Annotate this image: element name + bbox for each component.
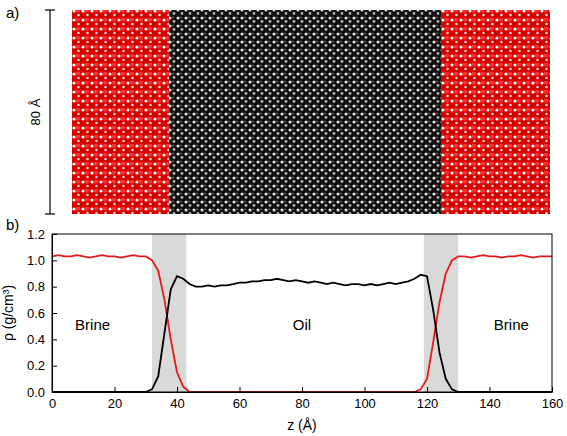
- y-tick: 0.4: [27, 332, 57, 347]
- y-axis-title: ρ (g/cm³): [0, 285, 16, 341]
- y-tick: 1.2: [27, 227, 57, 242]
- y-tick: 0.0: [27, 385, 57, 400]
- x-tick-mark: [552, 387, 553, 392]
- y-axis: 0.0 0.2 0.4 0.6 0.8 1.0 1.2: [27, 227, 57, 400]
- y-tick-label: 0.0: [27, 385, 45, 400]
- x-tick: 160: [542, 387, 564, 411]
- y-tick: 0.8: [27, 279, 57, 294]
- x-tick-mark: [302, 387, 303, 392]
- x-tick-label: 160: [542, 396, 564, 411]
- x-tick: 40: [170, 387, 184, 411]
- density-line: [52, 275, 552, 392]
- x-axis: 0 20 40 60 80 100 120 140 160: [49, 387, 563, 411]
- x-axis-line: [53, 392, 553, 393]
- panel-label: a): [6, 4, 19, 21]
- x-tick: 60: [233, 387, 247, 411]
- panel-label: b): [6, 216, 19, 233]
- y-tick-label: 0.4: [27, 332, 45, 347]
- x-tick: 20: [108, 387, 122, 411]
- interface-band: [152, 234, 186, 392]
- x-tick-label: 100: [354, 396, 376, 411]
- x-tick-mark: [365, 387, 366, 392]
- x-tick-label: 140: [479, 396, 501, 411]
- x-tick-label: 60: [233, 396, 247, 411]
- y-tick-mark: [52, 313, 57, 314]
- y-tick-mark: [52, 339, 57, 340]
- x-tick-mark: [490, 387, 491, 392]
- snapshot: [72, 10, 550, 214]
- region-label: Brine: [75, 316, 110, 333]
- density-line: [52, 255, 552, 392]
- x-tick-label: 0: [49, 396, 56, 411]
- y-tick-label: 1.0: [27, 253, 45, 268]
- x-tick: 80: [295, 387, 309, 411]
- x-tick-mark: [240, 387, 241, 392]
- x-tick: 120: [417, 387, 439, 411]
- figure: 80 Åa)b)0204060801001201401600.00.20.40.…: [0, 0, 567, 436]
- region-label: Oil: [293, 316, 311, 333]
- x-tick: 140: [479, 387, 501, 411]
- scale-bar: [49, 10, 50, 214]
- y-tick-label: 0.6: [27, 306, 45, 321]
- scale-label: 80 Å: [28, 98, 43, 125]
- y-tick-label: 0.8: [27, 279, 45, 294]
- x-tick-mark: [177, 387, 178, 392]
- y-tick: 0.6: [27, 306, 57, 321]
- plot-frame: [52, 234, 552, 392]
- y-tick-mark: [52, 392, 57, 393]
- y-tick-mark: [52, 366, 57, 367]
- x-tick-label: 80: [295, 396, 309, 411]
- scale-bar-cap: [45, 213, 55, 214]
- scale-bar-cap: [45, 9, 55, 10]
- brine-region: [72, 10, 169, 214]
- x-axis-title: z (Å): [287, 417, 317, 433]
- oil-region: [169, 10, 441, 214]
- x-tick: 100: [354, 387, 376, 411]
- y-tick-label: 1.2: [27, 227, 45, 242]
- brine-region: [441, 10, 550, 214]
- y-tick-label: 0.2: [27, 358, 45, 373]
- x-tick-mark: [427, 387, 428, 392]
- y-tick-mark: [52, 234, 57, 235]
- y-tick-mark: [52, 260, 57, 261]
- x-tick-label: 120: [417, 396, 439, 411]
- region-label: Brine: [494, 316, 529, 333]
- y-tick: 1.0: [27, 253, 57, 268]
- x-tick-label: 20: [108, 396, 122, 411]
- x-tick-label: 40: [170, 396, 184, 411]
- x-tick-mark: [115, 387, 116, 392]
- plot-area: [52, 234, 552, 392]
- y-tick-mark: [52, 287, 57, 288]
- y-tick: 0.2: [27, 358, 57, 373]
